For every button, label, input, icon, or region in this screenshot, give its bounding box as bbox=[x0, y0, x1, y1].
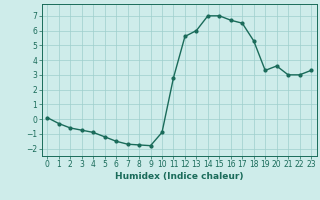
X-axis label: Humidex (Indice chaleur): Humidex (Indice chaleur) bbox=[115, 172, 244, 181]
